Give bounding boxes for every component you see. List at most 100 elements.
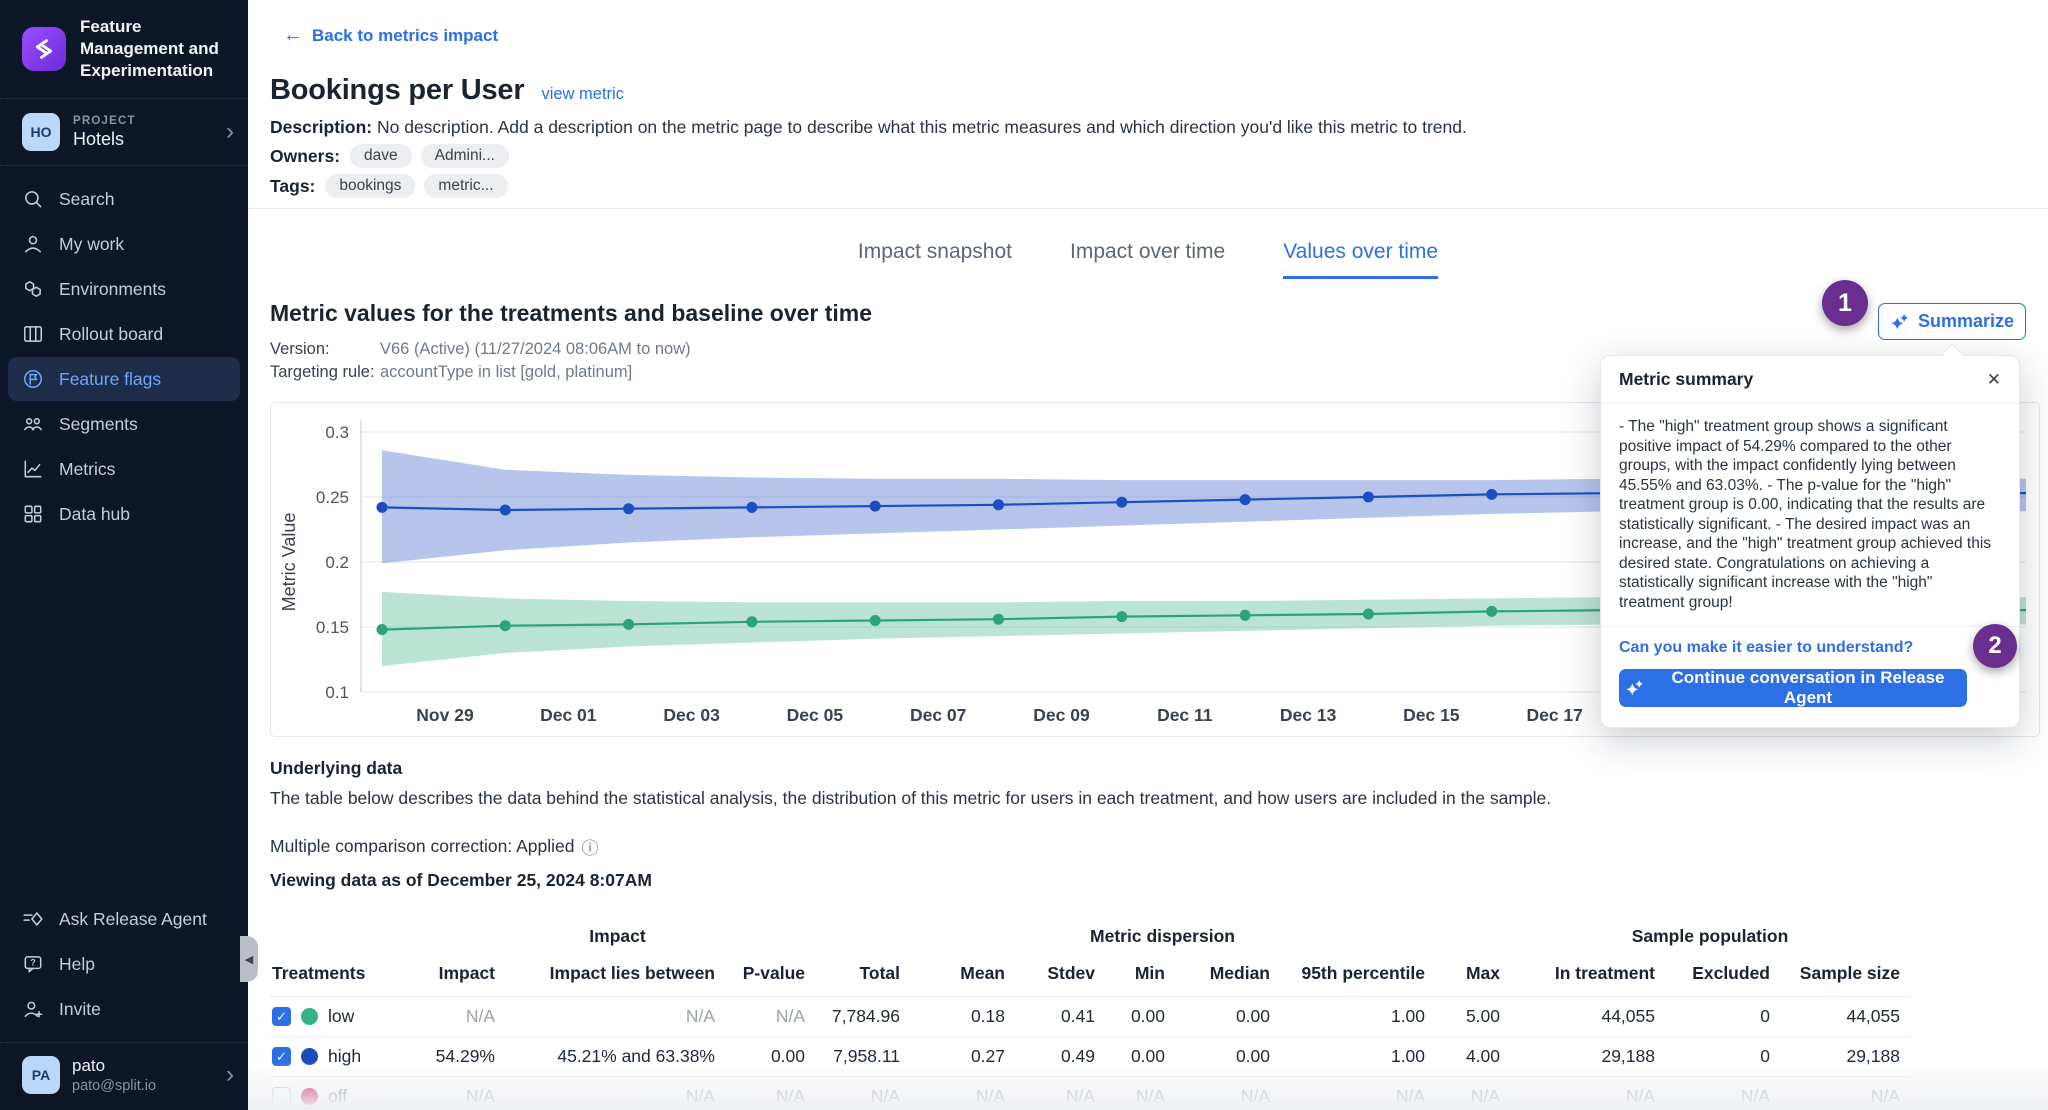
treatment-dot-icon (301, 1088, 318, 1105)
step-2-badge: 2 (1973, 624, 2017, 668)
svg-text:Dec 07: Dec 07 (910, 705, 966, 725)
sidebar-item-label: Metrics (59, 458, 116, 479)
svg-text:Dec 09: Dec 09 (1033, 705, 1090, 725)
owner-chip[interactable]: Admini... (420, 144, 509, 168)
column-header-impact-lies-between: Impact lies between (505, 957, 725, 997)
chevron-right-icon: › (226, 1061, 234, 1088)
ask-release-agent-icon (22, 908, 44, 930)
sidebar-collapse-handle[interactable]: ◀ (240, 936, 258, 982)
sidebar-footer: Ask Release Agent? Help Invite PA pato pat… (0, 890, 248, 1110)
table-cell: N/A (1665, 1076, 1780, 1110)
sidebar-footer-nav: Ask Release Agent? Help Invite (0, 890, 248, 1042)
environments-icon (22, 278, 44, 300)
table-cell: 0.18 (910, 996, 1015, 1037)
owner-chip[interactable]: dave (350, 144, 412, 168)
table-cell: 0.00 (1175, 1036, 1280, 1077)
tab-values-over-time[interactable]: Values over time (1283, 240, 1439, 279)
table-cell: N/A (1015, 1076, 1105, 1110)
sidebar-item-metrics[interactable]: Metrics (8, 447, 240, 491)
tab-impact-snapshot[interactable]: Impact snapshot (857, 240, 1012, 263)
column-header-in-treatment: In treatment (1510, 957, 1665, 997)
table-cell: N/A (505, 996, 725, 1037)
sidebar-item-feature-flags[interactable]: Feature flags (8, 357, 240, 401)
project-label: PROJECT (73, 114, 136, 127)
column-header-impact: Impact (420, 957, 505, 997)
close-icon[interactable]: ✕ (1986, 370, 2001, 389)
sidebar-item-data-hub[interactable]: Data hub (8, 492, 240, 536)
table-cell: 0.00 (1175, 996, 1280, 1037)
back-link-label: Back to metrics impact (312, 25, 499, 45)
treatment-checkbox-off[interactable] (272, 1087, 291, 1106)
project-switcher[interactable]: HO PROJECT Hotels › (0, 99, 248, 165)
sidebar-item-label: Segments (59, 413, 138, 434)
sidebar-divider (0, 98, 248, 99)
table-cell: N/A (1435, 1076, 1510, 1110)
table-cell: 5.00 (1435, 996, 1510, 1037)
sidebar-item-environments[interactable]: Environments (8, 267, 240, 311)
table-cell: 45.21% and 63.38% (505, 1036, 725, 1077)
targeting-rule-row: Targeting rule: accountType in list [gol… (270, 363, 632, 382)
tag-chip[interactable]: metric... (424, 174, 508, 198)
segments-icon (22, 413, 44, 435)
info-icon[interactable]: ⓘ (581, 839, 599, 858)
treatment-checkbox-low[interactable]: ✓ (272, 1007, 291, 1026)
table-cell: N/A (1105, 1076, 1175, 1110)
description-row: Description: No description. Add a descr… (270, 117, 1467, 138)
sidebar-item-label: Data hub (59, 503, 131, 524)
treatment-checkbox-high[interactable]: ✓ (272, 1047, 291, 1066)
table-cell: N/A (815, 1076, 910, 1110)
tag-chip[interactable]: bookings (325, 174, 416, 198)
app-title: Feature Management and Experimentation (80, 17, 219, 80)
table-cell: 0 (1665, 1036, 1780, 1077)
svg-text:0.2: 0.2 (325, 553, 349, 572)
project-name: Hotels (73, 128, 125, 149)
sidebar-item-ask-release-agent[interactable]: Ask Release Agent (8, 897, 240, 941)
user-menu[interactable]: PA pato pato@split.io › (0, 1043, 248, 1110)
sidebar-item-search[interactable]: Search (8, 177, 240, 221)
treatment-label: off (328, 1086, 348, 1106)
owners-label: Owners: (270, 145, 341, 166)
summarize-button[interactable]: Summarize (1878, 303, 2026, 340)
sidebar-item-my-work[interactable]: My work (8, 222, 240, 266)
continue-conversation-button[interactable]: Continue conversation in Release Agent (1619, 668, 1967, 707)
easier-to-understand-link[interactable]: Can you make it easier to understand? (1619, 639, 1914, 656)
sidebar-item-segments[interactable]: Segments (8, 402, 240, 446)
svg-text:Nov 29: Nov 29 (416, 705, 474, 725)
treatment-label: high (328, 1046, 362, 1066)
version-label: Version: (270, 340, 330, 358)
sidebar-item-label: My work (59, 233, 125, 254)
correction-row: Multiple comparison correction: Applied … (270, 834, 598, 859)
table-row-high: ✓ high 54.29% 45.21% and 63.38% 0.00 7,958.11… (270, 1036, 1910, 1077)
sidebar-item-help[interactable]: ? Help (8, 942, 240, 986)
table-cell: 0.00 (725, 1036, 815, 1077)
tab-impact-over-time[interactable]: Impact over time (1070, 240, 1226, 263)
correction-text: Multiple comparison correction: Applied (270, 836, 575, 856)
svg-text:Dec 01: Dec 01 (540, 705, 597, 725)
page-title: Bookings per User (270, 74, 525, 106)
view-metric-link[interactable]: view metric (541, 85, 624, 103)
owners-row: Owners: dave Admini... (270, 144, 509, 168)
table-cell: N/A (1280, 1076, 1435, 1110)
sidebar-item-rollout-board[interactable]: Rollout board (8, 312, 240, 356)
group-header-impact: Impact (589, 926, 646, 946)
table-cell: N/A (725, 1076, 815, 1110)
svg-text:0.25: 0.25 (316, 488, 349, 507)
table-cell: 7,784.96 (815, 996, 910, 1037)
app-logo-row: Feature Management and Experimentation (0, 0, 248, 98)
treatment-dot-icon (301, 1048, 318, 1065)
back-link[interactable]: ← Back to metrics impact (283, 24, 498, 47)
sidebar-item-invite[interactable]: Invite (8, 987, 240, 1031)
column-header-treatments: Treatments (270, 957, 420, 997)
tab-bar: Impact snapshot Impact over time Values ov… (248, 240, 2048, 279)
svg-text:Dec 05: Dec 05 (787, 705, 844, 725)
svg-text:?: ? (30, 958, 35, 968)
svg-text:Metric Value: Metric Value (279, 513, 299, 612)
sidebar-item-label: Help (59, 953, 95, 974)
table-cell: 4.00 (1435, 1036, 1510, 1077)
main-content: ← Back to metrics impact Bookings per Us… (248, 0, 2048, 1110)
table-cell: 1.00 (1280, 996, 1435, 1037)
svg-text:0.15: 0.15 (316, 618, 349, 637)
sidebar-nav: Search My work Environments Rollout board Fe… (0, 166, 248, 547)
svg-text:0.3: 0.3 (325, 423, 349, 442)
sidebar: Feature Management and Experimentation H… (0, 0, 248, 1110)
